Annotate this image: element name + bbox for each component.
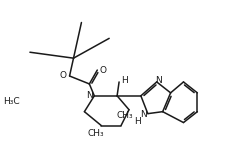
- Text: N: N: [141, 110, 147, 119]
- Text: H: H: [134, 117, 141, 126]
- Text: N: N: [86, 91, 93, 100]
- Text: O: O: [100, 66, 107, 74]
- Text: CH₃: CH₃: [87, 129, 104, 138]
- Text: H₃C: H₃C: [3, 97, 20, 106]
- Text: O: O: [59, 71, 66, 81]
- Text: CH₃: CH₃: [116, 111, 133, 120]
- Text: N: N: [155, 76, 162, 85]
- Text: H: H: [121, 76, 127, 85]
